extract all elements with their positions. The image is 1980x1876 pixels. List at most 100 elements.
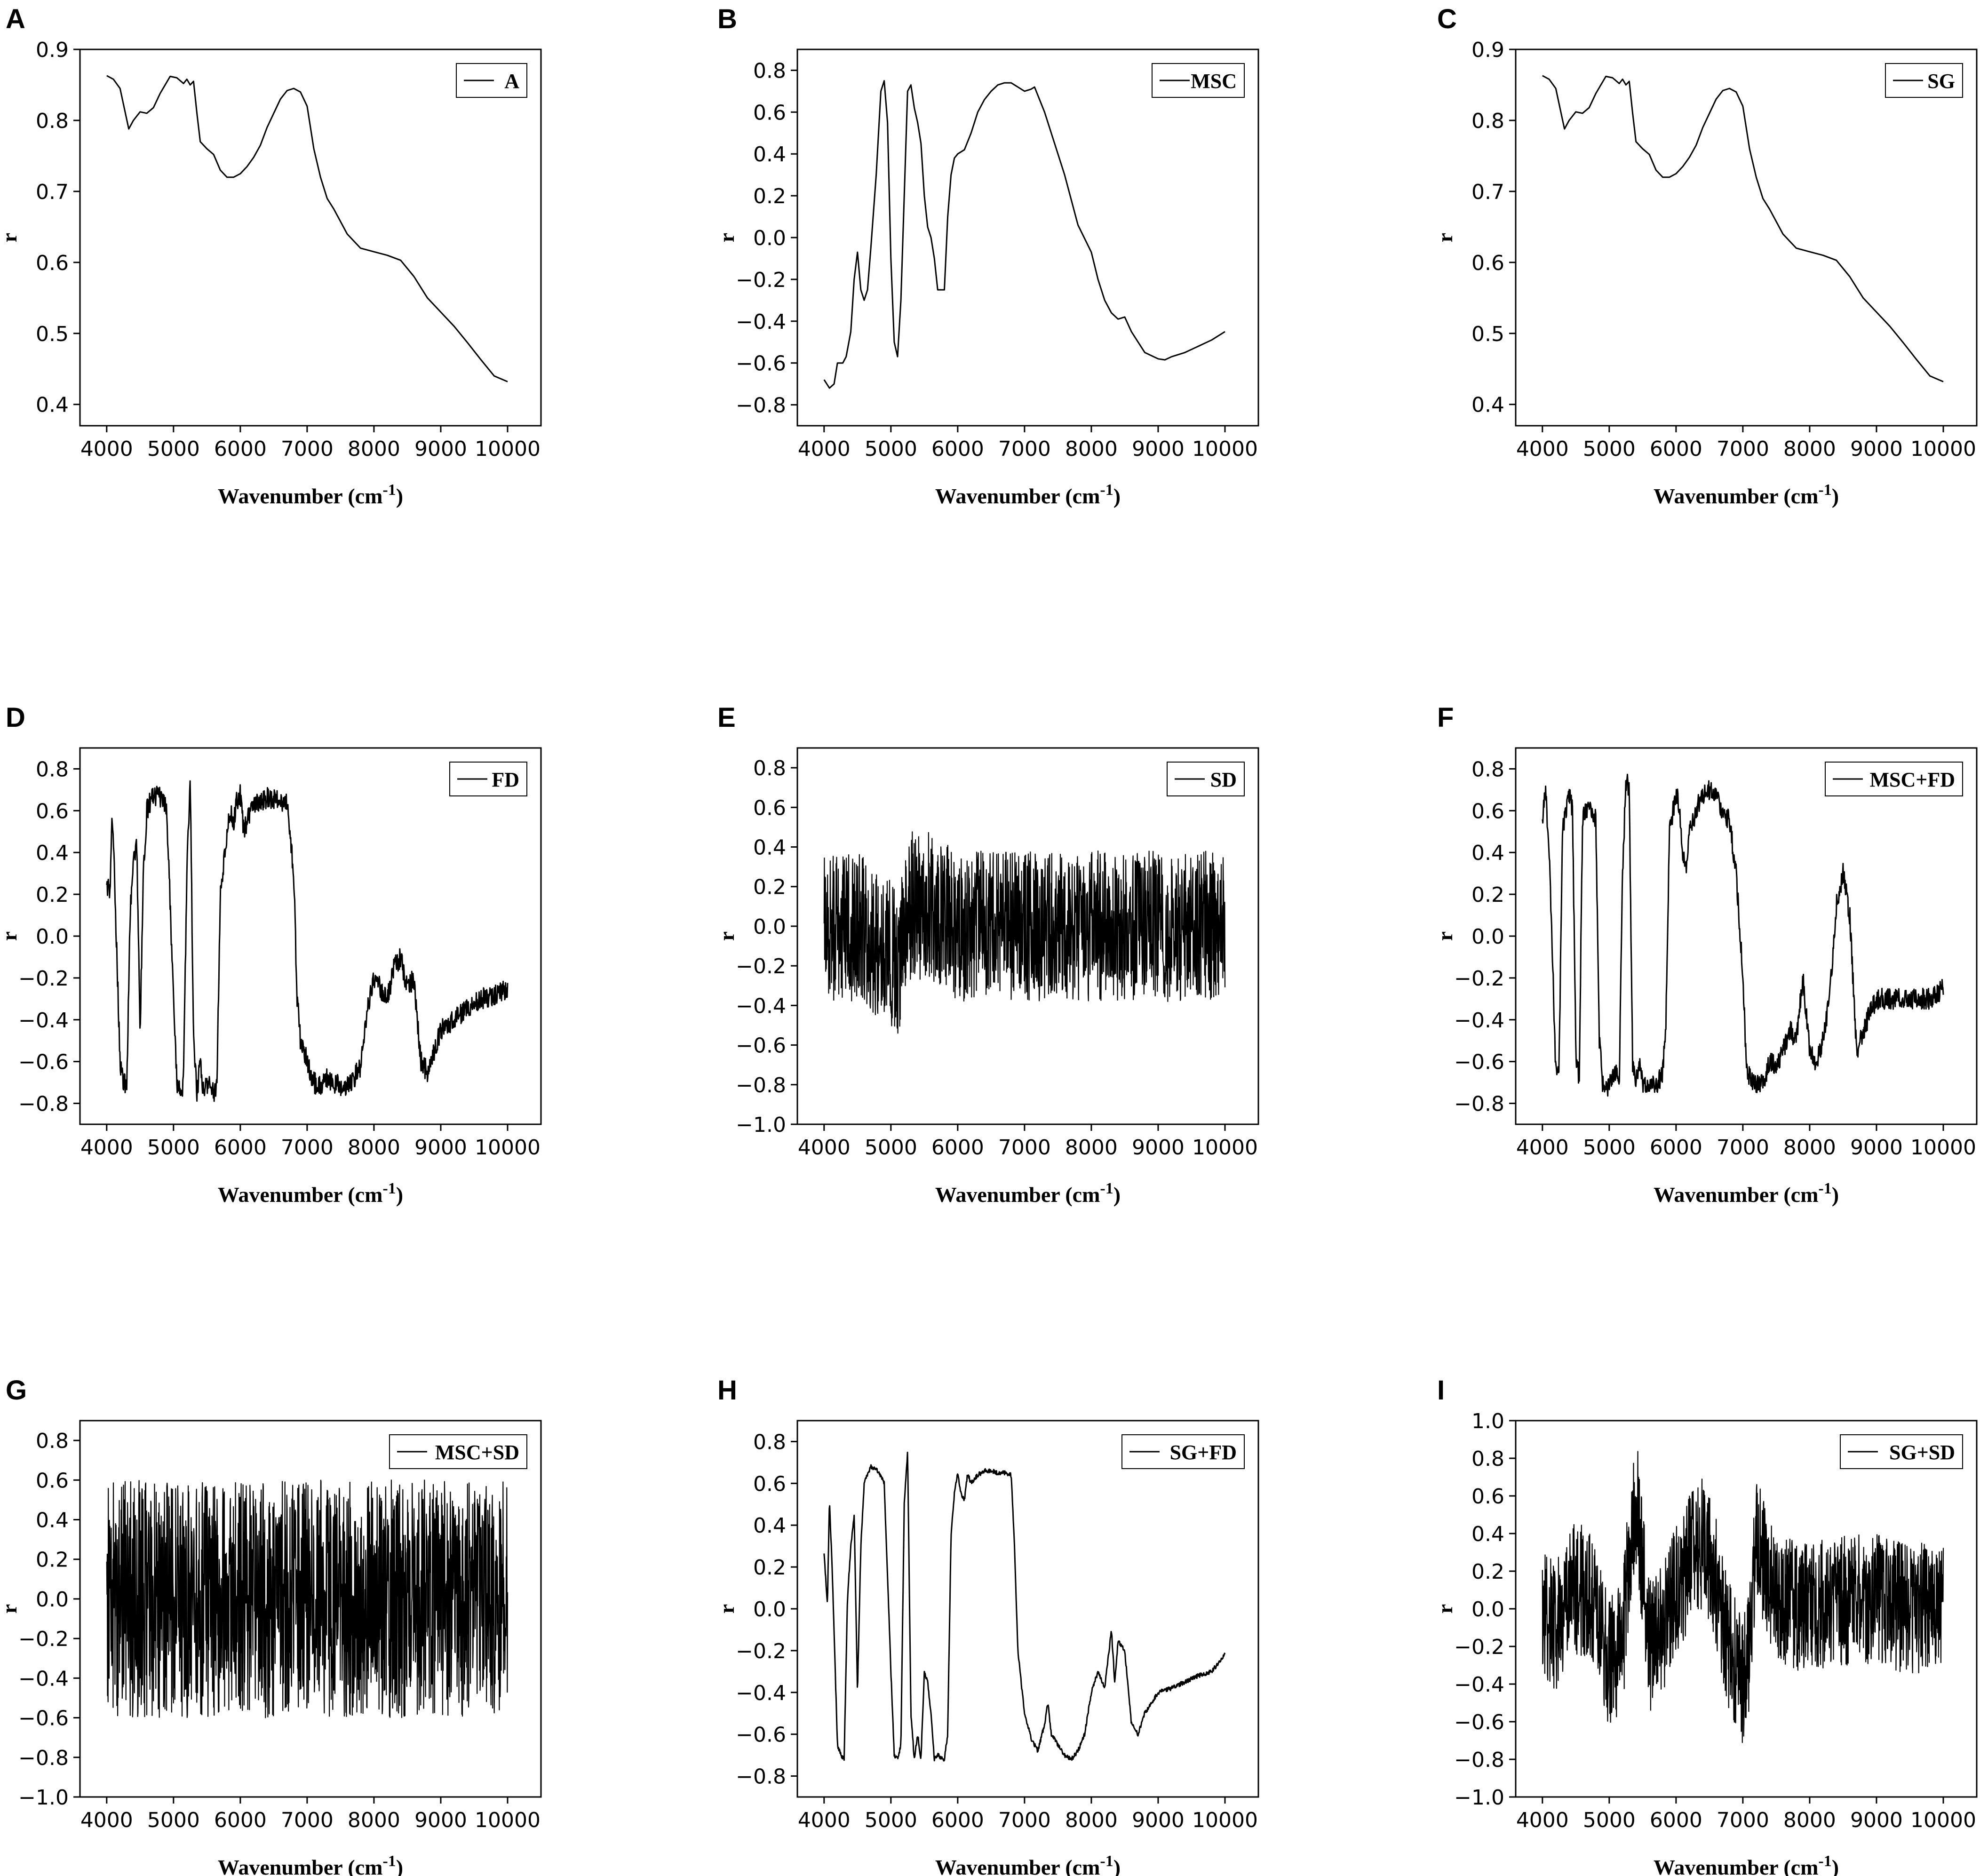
x-axis-label: Wavenumber (cm-1) — [935, 481, 1121, 508]
x-tick-label: 7000 — [998, 1808, 1051, 1832]
x-tick-label: 7000 — [281, 1136, 334, 1160]
x-tick-label: 4000 — [80, 437, 133, 461]
panel-letter: G — [6, 1375, 27, 1406]
x-axis-label-sup: -1 — [1818, 1180, 1831, 1197]
y-tick-label: 0.8 — [36, 757, 69, 781]
x-tick-label: 7000 — [281, 1808, 334, 1832]
y-axis-label: r — [715, 233, 739, 242]
legend-label: A — [504, 70, 519, 93]
x-tick-label: 10000 — [1192, 437, 1258, 461]
x-tick-label: 5000 — [147, 1808, 200, 1832]
y-tick-label: 0.4 — [753, 143, 786, 167]
y-tick-label: 0.6 — [753, 101, 786, 125]
x-tick-label: 9000 — [1132, 437, 1185, 461]
y-tick-label: −0.6 — [1454, 1050, 1504, 1074]
y-tick-label: 0.8 — [1471, 1447, 1504, 1471]
x-axis-label-close: ) — [1113, 1183, 1121, 1207]
x-axis-label-text: Wavenumber (cm — [218, 484, 383, 508]
series-line — [1542, 1451, 1944, 1743]
y-tick-label: 0.7 — [1471, 180, 1504, 204]
panel-letter: C — [1437, 4, 1457, 34]
x-axis-label-text: Wavenumber (cm — [1654, 1855, 1819, 1876]
legend-box — [1840, 1434, 1963, 1469]
x-tick-label: 7000 — [281, 437, 334, 461]
x-axis-label-text: Wavenumber (cm — [935, 1183, 1100, 1207]
y-tick-label: −0.4 — [736, 994, 786, 1018]
x-tick-label: 8000 — [348, 1808, 400, 1832]
plot-frame — [79, 1420, 542, 1798]
x-tick-label: 4000 — [80, 1808, 133, 1832]
y-axis-label: r — [1433, 1604, 1457, 1614]
legend-label: SG — [1927, 70, 1955, 93]
chart-panel-h: H −0.8 −0.6 −0.4 −0.2 0.0 0.2 0.4 0.6 0.8 4000 5000… — [715, 1375, 1259, 1876]
x-axis-label-sup: -1 — [1100, 481, 1113, 499]
y-tick-label: 0.6 — [1471, 251, 1504, 275]
y-tick-label: 0.2 — [1471, 1560, 1504, 1584]
x-tick-label: 8000 — [1065, 1136, 1118, 1160]
x-axis-label-text: Wavenumber (cm — [1654, 484, 1819, 508]
x-tick-label: 4000 — [1516, 1136, 1569, 1160]
x-tick-label: 10000 — [1192, 1136, 1258, 1160]
y-axis-label: r — [0, 233, 21, 242]
x-tick-label: 9000 — [1850, 1808, 1903, 1832]
y-tick-label: 0.5 — [36, 322, 69, 346]
y-tick-label: −0.8 — [736, 1765, 786, 1789]
chart-panel-c: C 0.4 0.5 0.6 0.7 0.8 0.9 4000 5000 6000 7000 8000 9… — [1433, 4, 1978, 508]
x-tick-label: 7000 — [998, 437, 1051, 461]
series-line — [106, 75, 508, 382]
x-tick-label: 10000 — [475, 437, 541, 461]
y-tick-label: 0.8 — [36, 109, 69, 133]
x-axis-label-sup: -1 — [1818, 481, 1831, 499]
y-tick-label: 0.8 — [1471, 109, 1504, 133]
y-tick-label: −0.8 — [736, 394, 786, 418]
legend-label: MSC+SD — [435, 1441, 519, 1464]
y-tick-label: −0.6 — [18, 1707, 69, 1731]
x-axis-label-text: Wavenumber (cm — [935, 1855, 1100, 1876]
x-axis-label-sup: -1 — [1100, 1852, 1113, 1870]
y-tick-label: −0.4 — [18, 1009, 69, 1033]
x-tick-label: 4000 — [798, 437, 851, 461]
y-tick-label: 0.7 — [36, 180, 69, 204]
plot-frame — [79, 48, 542, 427]
x-tick-label: 8000 — [348, 437, 400, 461]
x-tick-label: 5000 — [147, 1136, 200, 1160]
x-tick-label: 5000 — [147, 437, 200, 461]
series-line — [823, 1452, 1226, 1762]
x-tick-label: 9000 — [1850, 1136, 1903, 1160]
series-line — [106, 1479, 509, 1718]
x-axis-label-text: Wavenumber (cm — [218, 1855, 383, 1876]
x-tick-label: 5000 — [865, 1136, 917, 1160]
x-tick-label: 6000 — [931, 1808, 984, 1832]
chart-panel-a: A 0.4 0.5 0.6 0.7 0.8 0.9 4000 5000 6000 7000 8000 9… — [0, 4, 542, 508]
y-tick-label: −0.8 — [736, 1073, 786, 1097]
y-tick-label: 0.0 — [36, 925, 69, 949]
x-tick-label: 7000 — [1717, 1136, 1769, 1160]
y-tick-label: −0.2 — [18, 967, 69, 991]
chart-panel-i: I −1.0 −0.8 −0.6 −0.4 −0.2 0.0 0.2 0.4 0.6 0.8 1.0 4… — [1433, 1375, 1978, 1876]
y-tick-label: 0.4 — [1471, 393, 1504, 417]
x-axis-label-sup: -1 — [382, 481, 396, 499]
chart-panel-d: D −0.8 −0.6 −0.4 −0.2 0.0 0.2 0.4 0.6 0.8 4000 5000… — [0, 702, 542, 1207]
x-tick-label: 5000 — [865, 437, 917, 461]
legend-label: MSC — [1191, 70, 1237, 93]
y-tick-label: 0.6 — [753, 796, 786, 820]
x-axis-label-close: ) — [396, 1855, 403, 1876]
y-tick-label: −0.4 — [1454, 1009, 1504, 1033]
panel-letter: B — [717, 4, 737, 34]
x-axis-label-close: ) — [1832, 1183, 1839, 1207]
plot-frame — [796, 747, 1259, 1125]
x-tick-label: 6000 — [931, 1136, 984, 1160]
x-tick-label: 6000 — [1650, 1808, 1702, 1832]
panel-letter: D — [6, 702, 25, 733]
x-tick-label: 7000 — [998, 1136, 1051, 1160]
series-line — [106, 780, 509, 1102]
x-tick-label: 8000 — [1065, 1808, 1118, 1832]
x-tick-label: 5000 — [1583, 1808, 1636, 1832]
x-axis-label-sup: -1 — [382, 1852, 396, 1870]
y-tick-label: 0.2 — [753, 1556, 786, 1580]
y-tick-label: 0.2 — [1471, 883, 1504, 907]
x-axis-label-close: ) — [1113, 484, 1121, 508]
x-axis-label: Wavenumber (cm-1) — [218, 1852, 403, 1876]
x-axis-label-close: ) — [1113, 1855, 1121, 1876]
plot-frame — [1515, 48, 1978, 427]
